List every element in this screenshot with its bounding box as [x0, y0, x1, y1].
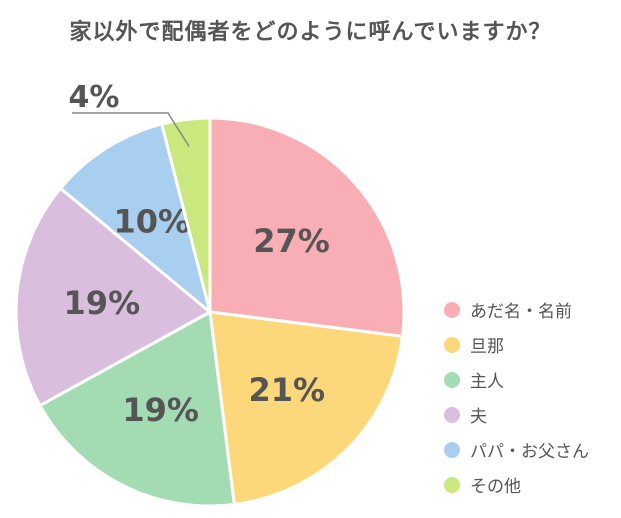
legend: あだ名・名前 旦那 主人 夫 パパ・お父さん その他 — [444, 292, 589, 502]
legend-swatch-icon — [444, 301, 460, 318]
legend-item: あだ名・名前 — [444, 292, 589, 327]
pie-slice — [14, 186, 212, 407]
legend-swatch-icon — [444, 476, 460, 493]
legend-label: その他 — [470, 477, 521, 497]
slice-value-label: 10% — [113, 202, 190, 240]
legend-item: 夫 — [444, 397, 589, 432]
legend-label: 旦那 — [470, 337, 504, 357]
legend-swatch-icon — [444, 441, 460, 458]
pie-slice — [160, 116, 212, 314]
legend-swatch-icon — [444, 336, 460, 353]
pie-slice — [208, 310, 404, 506]
slice-value-label: 21% — [249, 371, 326, 409]
legend-label: 主人 — [470, 372, 504, 392]
legend-label: 夫 — [470, 407, 487, 427]
slice-value-label: 19% — [122, 391, 199, 429]
legend-swatch-icon — [444, 406, 460, 423]
leader-line — [72, 112, 190, 147]
pie-slice — [38, 310, 236, 508]
legend-label: パパ・お父さん — [470, 442, 589, 462]
slice-value-label: 4% — [69, 80, 120, 115]
legend-item: その他 — [444, 467, 589, 502]
legend-item: 主人 — [444, 362, 589, 397]
chart-title: 家以外で配偶者をどのように呼んでいますか？ — [69, 20, 552, 45]
legend-item: パパ・お父さん — [444, 432, 589, 467]
slice-value-label: 19% — [64, 284, 141, 322]
slice-value-label: 27% — [253, 222, 330, 260]
legend-label: あだ名・名前 — [470, 302, 572, 322]
legend-item: 旦那 — [444, 327, 589, 362]
pie-slice — [208, 116, 406, 338]
legend-swatch-icon — [444, 371, 460, 388]
